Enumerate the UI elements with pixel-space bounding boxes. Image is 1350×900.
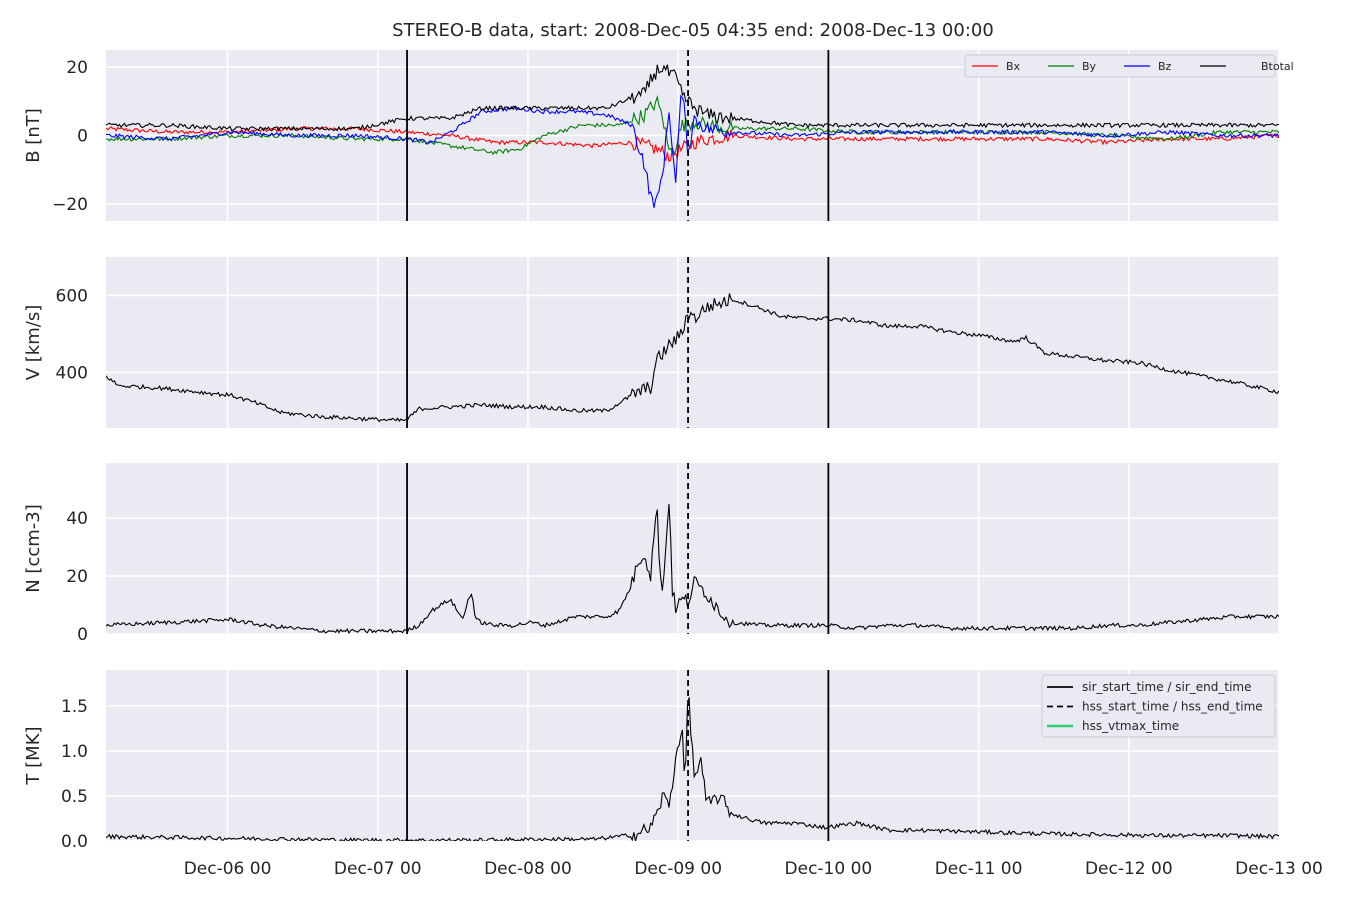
legend-label-bx: Bx	[1006, 60, 1021, 73]
x-tick-label: Dec-09 00	[634, 859, 722, 879]
y-axis-label: B [nT]	[23, 108, 44, 163]
series-group	[106, 64, 1279, 208]
y-tick-label: 600	[56, 286, 88, 306]
legend-label-event: hss_start_time / hss_end_time	[1082, 700, 1263, 714]
y-tick-label: 400	[56, 363, 88, 383]
legend-label-btotal: Btotal	[1261, 60, 1294, 73]
x-tick-label: Dec-08 00	[484, 859, 572, 879]
y-tick-label: 20	[66, 567, 88, 587]
series-group	[106, 293, 1279, 423]
legend-label-event: hss_vtmax_time	[1082, 719, 1179, 733]
y-tick-label: 1.0	[61, 742, 88, 762]
series-line-v	[106, 293, 1279, 423]
panels: 20 0 −20 B [nT] 600 400 V [km/s] 40 20 0 N [ccm-3]…	[23, 50, 1280, 852]
series-line-btotal	[106, 64, 1279, 132]
series-line-n	[106, 504, 1279, 634]
legend-label-by: By	[1082, 60, 1097, 73]
panel-bx: 20 0 −20 B [nT]	[23, 50, 1280, 221]
panel-n: 40 20 0 N [ccm-3]	[23, 463, 1280, 645]
y-tick-label: 0	[77, 625, 88, 645]
x-tick-label: Dec-07 00	[334, 859, 422, 879]
y-tick-label: −20	[52, 195, 88, 215]
legend-label-bz: Bz	[1158, 60, 1172, 73]
legend-box	[964, 54, 1276, 78]
y-axis-label: V [km/s]	[23, 305, 44, 380]
x-tick-label: Dec-10 00	[785, 859, 873, 879]
series-line-bx	[106, 125, 1279, 163]
x-tick-label: Dec-13 00	[1235, 859, 1323, 879]
x-tick-label: Dec-06 00	[184, 859, 272, 879]
legend-magnetic-field: Bx By Bz Btotal	[964, 54, 1294, 78]
y-axis-label: N [ccm-3]	[23, 504, 44, 593]
figure-title: STEREO-B data, start: 2008-Dec-05 04:35 …	[392, 20, 994, 41]
y-axis-label: T [MK]	[23, 726, 44, 785]
series-group	[106, 697, 1279, 841]
series-line-t	[106, 697, 1279, 841]
x-tick-label: Dec-11 00	[935, 859, 1023, 879]
series-line-bz	[106, 94, 1279, 208]
y-tick-label: 0.0	[61, 832, 88, 852]
panel-v: 600 400 V [km/s]	[23, 257, 1280, 428]
y-tick-label: 0	[77, 127, 88, 147]
y-tick-label: 0.5	[61, 787, 88, 807]
series-group	[106, 504, 1279, 634]
y-tick-label: 1.5	[61, 697, 88, 717]
legend-events: sir_start_time / sir_end_time hss_start_t…	[1041, 674, 1276, 738]
plot-area	[106, 463, 1279, 634]
legend-label-event: sir_start_time / sir_end_time	[1082, 680, 1252, 694]
x-tick-label: Dec-12 00	[1085, 859, 1173, 879]
y-tick-label: 40	[66, 509, 88, 529]
x-tick-labels: Dec-06 00 Dec-07 00 Dec-08 00 Dec-09 00 Dec-…	[184, 859, 1323, 879]
y-tick-label: 20	[66, 58, 88, 78]
plot-area	[106, 257, 1279, 428]
legend-box	[1041, 674, 1276, 738]
